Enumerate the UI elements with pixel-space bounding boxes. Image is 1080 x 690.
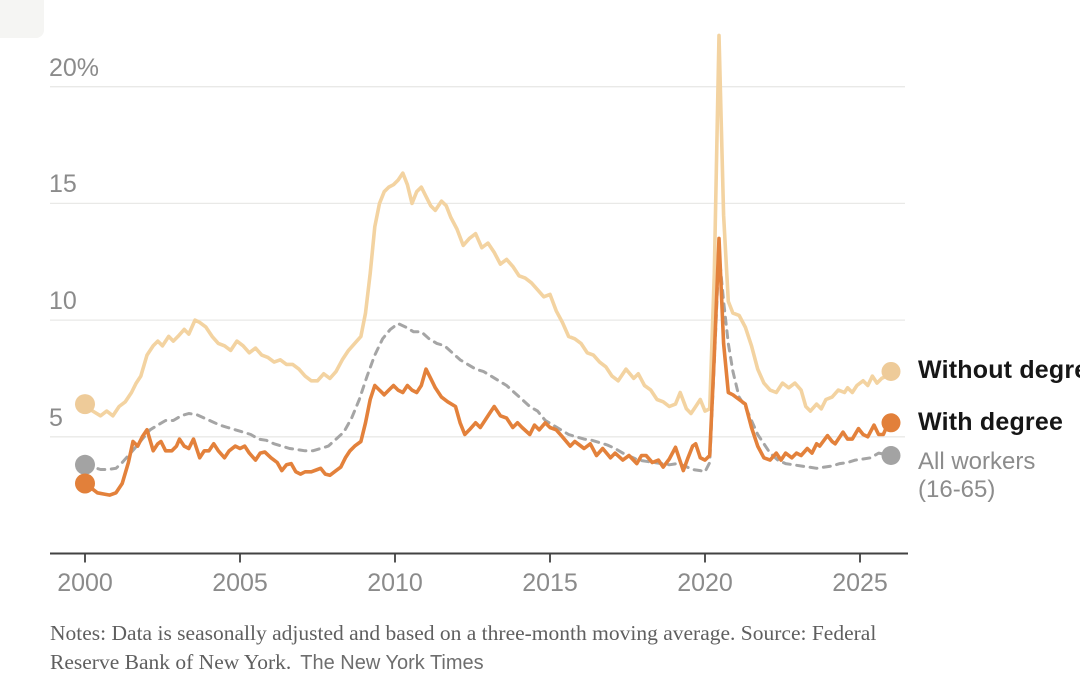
x-axis-label-2010: 2010 (367, 569, 423, 597)
x-axis-label-2025: 2025 (832, 569, 888, 597)
y-axis-label-15: 15 (49, 170, 77, 199)
top-left-corner-patch (0, 0, 44, 38)
series-line-all-workers-16-65 (83, 250, 893, 474)
byline: The New York Times (300, 652, 484, 674)
series-start-dot-with-degree (75, 473, 95, 494)
x-axis-label-2005: 2005 (212, 569, 268, 597)
source-notes: Notes: Data is seasonally adjusted and b… (50, 619, 1050, 678)
legend-label-with-degree: With degree (918, 407, 1064, 436)
series-end-dot-all-workers-16-65 (881, 445, 901, 465)
x-axis-label-2000: 2000 (57, 569, 113, 597)
series-start-dot-all-workers-16-65 (75, 454, 95, 475)
x-axis-label-2015: 2015 (522, 569, 578, 597)
series-end-dot-without-degree (881, 361, 901, 381)
notes-line2: Reserve Bank of New York. (50, 650, 292, 674)
y-axis-label-20: 20% (49, 53, 100, 82)
y-axis-label-10: 10 (49, 287, 77, 316)
notes-line1: Notes: Data is seasonally adjusted and b… (50, 621, 877, 645)
y-axis-label-5: 5 (49, 403, 63, 432)
legend-label-without-degree: Without degree (918, 356, 1080, 385)
legend-label-all-workers-16-65: All workers (16-65) (918, 448, 1036, 504)
series-line-with-degree (83, 236, 893, 497)
series-start-dot-without-degree (75, 394, 95, 415)
series-line-without-degree (83, 33, 893, 418)
series-end-dot-with-degree (881, 413, 901, 433)
x-axis-label-2020: 2020 (677, 569, 733, 597)
